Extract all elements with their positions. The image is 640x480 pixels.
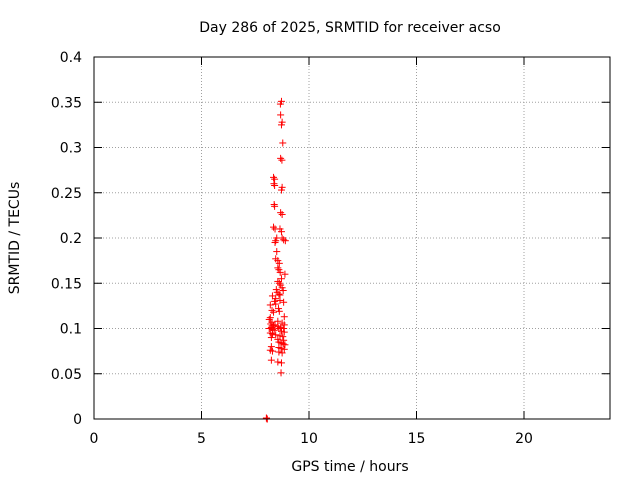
data-point: [270, 180, 278, 188]
data-point: [276, 268, 284, 276]
data-point: [277, 209, 285, 217]
data-point: [279, 333, 287, 341]
data-point: [272, 300, 280, 308]
data-point: [280, 328, 288, 336]
data-point: [275, 307, 283, 315]
data-point: [279, 139, 287, 147]
data-point: [277, 344, 285, 352]
data-points: [262, 97, 289, 423]
y-tick-label: 0.1: [60, 322, 82, 338]
data-point: [277, 324, 285, 332]
data-point: [274, 277, 282, 285]
y-tick-label: 0.25: [51, 186, 82, 202]
data-point: [281, 270, 289, 278]
data-point: [272, 331, 280, 339]
plot-frame: [93, 56, 611, 420]
data-point: [276, 100, 284, 108]
x-tick-label: 5: [197, 431, 206, 447]
data-point: [280, 236, 288, 244]
data-point: [270, 173, 278, 181]
data-point: [271, 175, 279, 183]
data-point: [267, 343, 275, 351]
data-point: [277, 369, 285, 377]
data-point: [281, 341, 289, 349]
x-tick-label: 20: [515, 431, 533, 447]
data-point: [279, 340, 287, 348]
data-point: [268, 330, 276, 338]
x-tick-label: 15: [408, 431, 426, 447]
data-point: [280, 321, 288, 329]
grid: [94, 57, 610, 419]
x-axis-label: GPS time / hours: [291, 459, 408, 475]
y-tick-label: 0.35: [51, 95, 82, 111]
x-tick-label: 0: [90, 431, 99, 447]
data-point: [277, 186, 285, 194]
data-point: [274, 358, 282, 366]
data-point: [273, 234, 281, 242]
data-point: [274, 264, 282, 272]
data-point: [277, 359, 285, 367]
data-point: [280, 313, 288, 321]
y-tick-label: 0.15: [51, 276, 82, 292]
chart-title: Day 286 of 2025, SRMTID for receiver acs…: [199, 20, 501, 36]
y-tick-label: 0.05: [51, 367, 82, 383]
data-point: [275, 290, 283, 298]
data-point: [267, 334, 275, 342]
y-tick-label: 0.3: [60, 141, 82, 157]
y-tick-label: 0.2: [60, 231, 82, 247]
data-point: [281, 237, 289, 245]
data-point: [270, 223, 278, 231]
data-point: [270, 308, 278, 316]
data-point: [262, 414, 270, 422]
y-axis-label: SRMTID / TECUs: [7, 182, 23, 295]
y-tick-label: 0: [73, 412, 82, 428]
data-point: [278, 210, 286, 218]
data-point: [271, 239, 279, 247]
data-point: [266, 301, 274, 309]
data-point: [275, 259, 283, 267]
data-point: [266, 314, 274, 322]
data-point: [271, 182, 279, 190]
data-point: [275, 279, 283, 287]
data-point: [271, 202, 279, 210]
data-point: [268, 306, 276, 314]
data-point: [273, 248, 281, 256]
data-point: [270, 326, 278, 334]
data-point: [278, 156, 286, 164]
data-point: [277, 121, 285, 129]
data-point: [276, 296, 284, 304]
data-point: [277, 275, 285, 283]
data-point: [278, 349, 286, 357]
data-point: [280, 298, 288, 306]
data-point: [275, 348, 283, 356]
data-point: [268, 347, 276, 355]
data-point: [277, 154, 285, 162]
data-point: [277, 228, 285, 236]
data-point: [280, 345, 288, 353]
x-tick-label: 10: [300, 431, 318, 447]
tick-labels: 0 5 10 15 20 0 0.05 0.1 0.15 0.2 0.25 0.3 0.35 0.4: [51, 50, 533, 447]
data-point: [279, 286, 287, 294]
data-point: [277, 111, 285, 119]
data-point: [267, 356, 275, 364]
y-tick-label: 0.4: [60, 50, 82, 66]
